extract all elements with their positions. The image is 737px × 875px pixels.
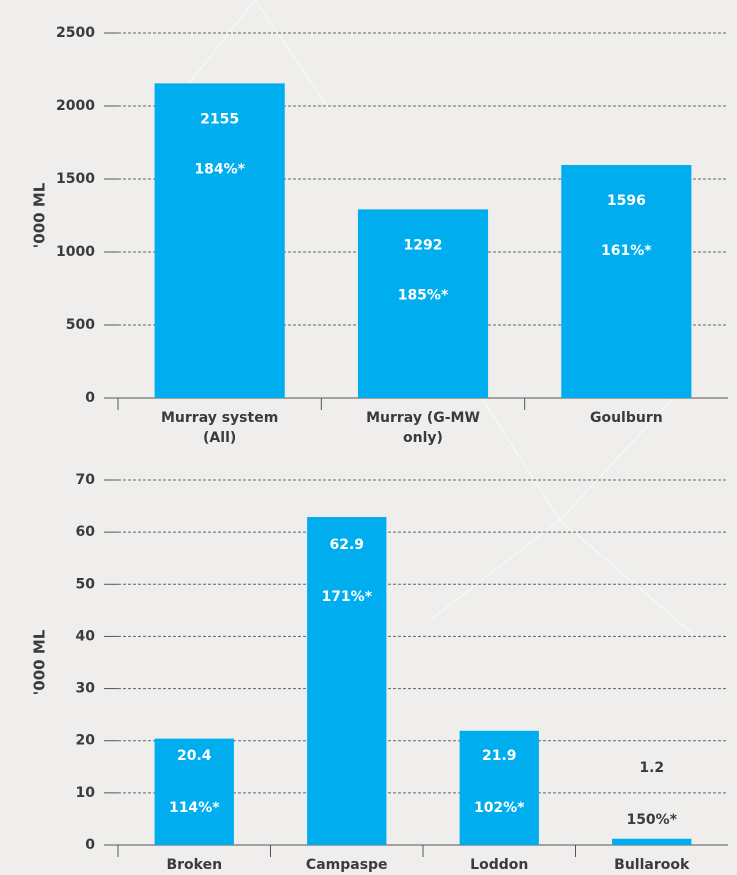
value-label: 62.9 xyxy=(329,537,364,553)
y-tick-label: 2500 xyxy=(56,25,95,41)
x-tick-label: Campaspe xyxy=(305,857,388,873)
value-label: 1596 xyxy=(607,193,646,209)
y-tick-label: 2000 xyxy=(56,98,95,114)
value-label: 1.2 xyxy=(639,760,664,776)
bar xyxy=(561,164,692,398)
bar xyxy=(357,209,489,398)
y-tick-label: 0 xyxy=(85,390,95,406)
y-axis-label: '000 ML xyxy=(31,629,49,695)
bar xyxy=(459,730,539,845)
y-tick-label: 40 xyxy=(76,628,96,644)
x-tick-label: Murray system (All) xyxy=(161,410,279,446)
bar xyxy=(154,83,285,399)
y-tick-label: 70 xyxy=(76,472,96,488)
y-axis-label: '000 ML xyxy=(31,182,49,248)
y-tick-label: 30 xyxy=(76,681,96,697)
percent-label: 171%* xyxy=(321,589,372,605)
value-label: 2155 xyxy=(200,111,239,127)
y-tick-label: 0 xyxy=(85,837,95,853)
percent-label: 150%* xyxy=(626,812,677,828)
y-tick-label: 1000 xyxy=(56,244,95,260)
x-tick-label: Loddon xyxy=(470,857,529,873)
y-tick-label: 60 xyxy=(76,524,96,540)
percent-label: 185%* xyxy=(398,287,449,303)
bar xyxy=(612,838,692,845)
x-tick-label: Bullarook xyxy=(614,857,690,873)
value-label: 1292 xyxy=(404,237,443,253)
x-tick-label: Murray (G-MW only) xyxy=(366,410,480,446)
x-tick-label: Goulburn xyxy=(589,410,663,426)
bar xyxy=(154,738,234,845)
percent-label: 102%* xyxy=(474,800,525,816)
percent-label: 114%* xyxy=(169,800,220,816)
percent-label: 161%* xyxy=(601,243,652,259)
y-tick-label: 1500 xyxy=(56,171,95,187)
x-tick-label: Broken xyxy=(166,857,223,873)
y-tick-label: 500 xyxy=(66,317,95,333)
value-label: 21.9 xyxy=(482,748,517,764)
y-tick-label: 20 xyxy=(76,733,96,749)
y-tick-label: 10 xyxy=(76,785,96,801)
percent-label: 184%* xyxy=(194,161,245,177)
y-tick-label: 50 xyxy=(76,576,96,592)
value-label: 20.4 xyxy=(177,748,212,764)
bar xyxy=(307,517,387,845)
